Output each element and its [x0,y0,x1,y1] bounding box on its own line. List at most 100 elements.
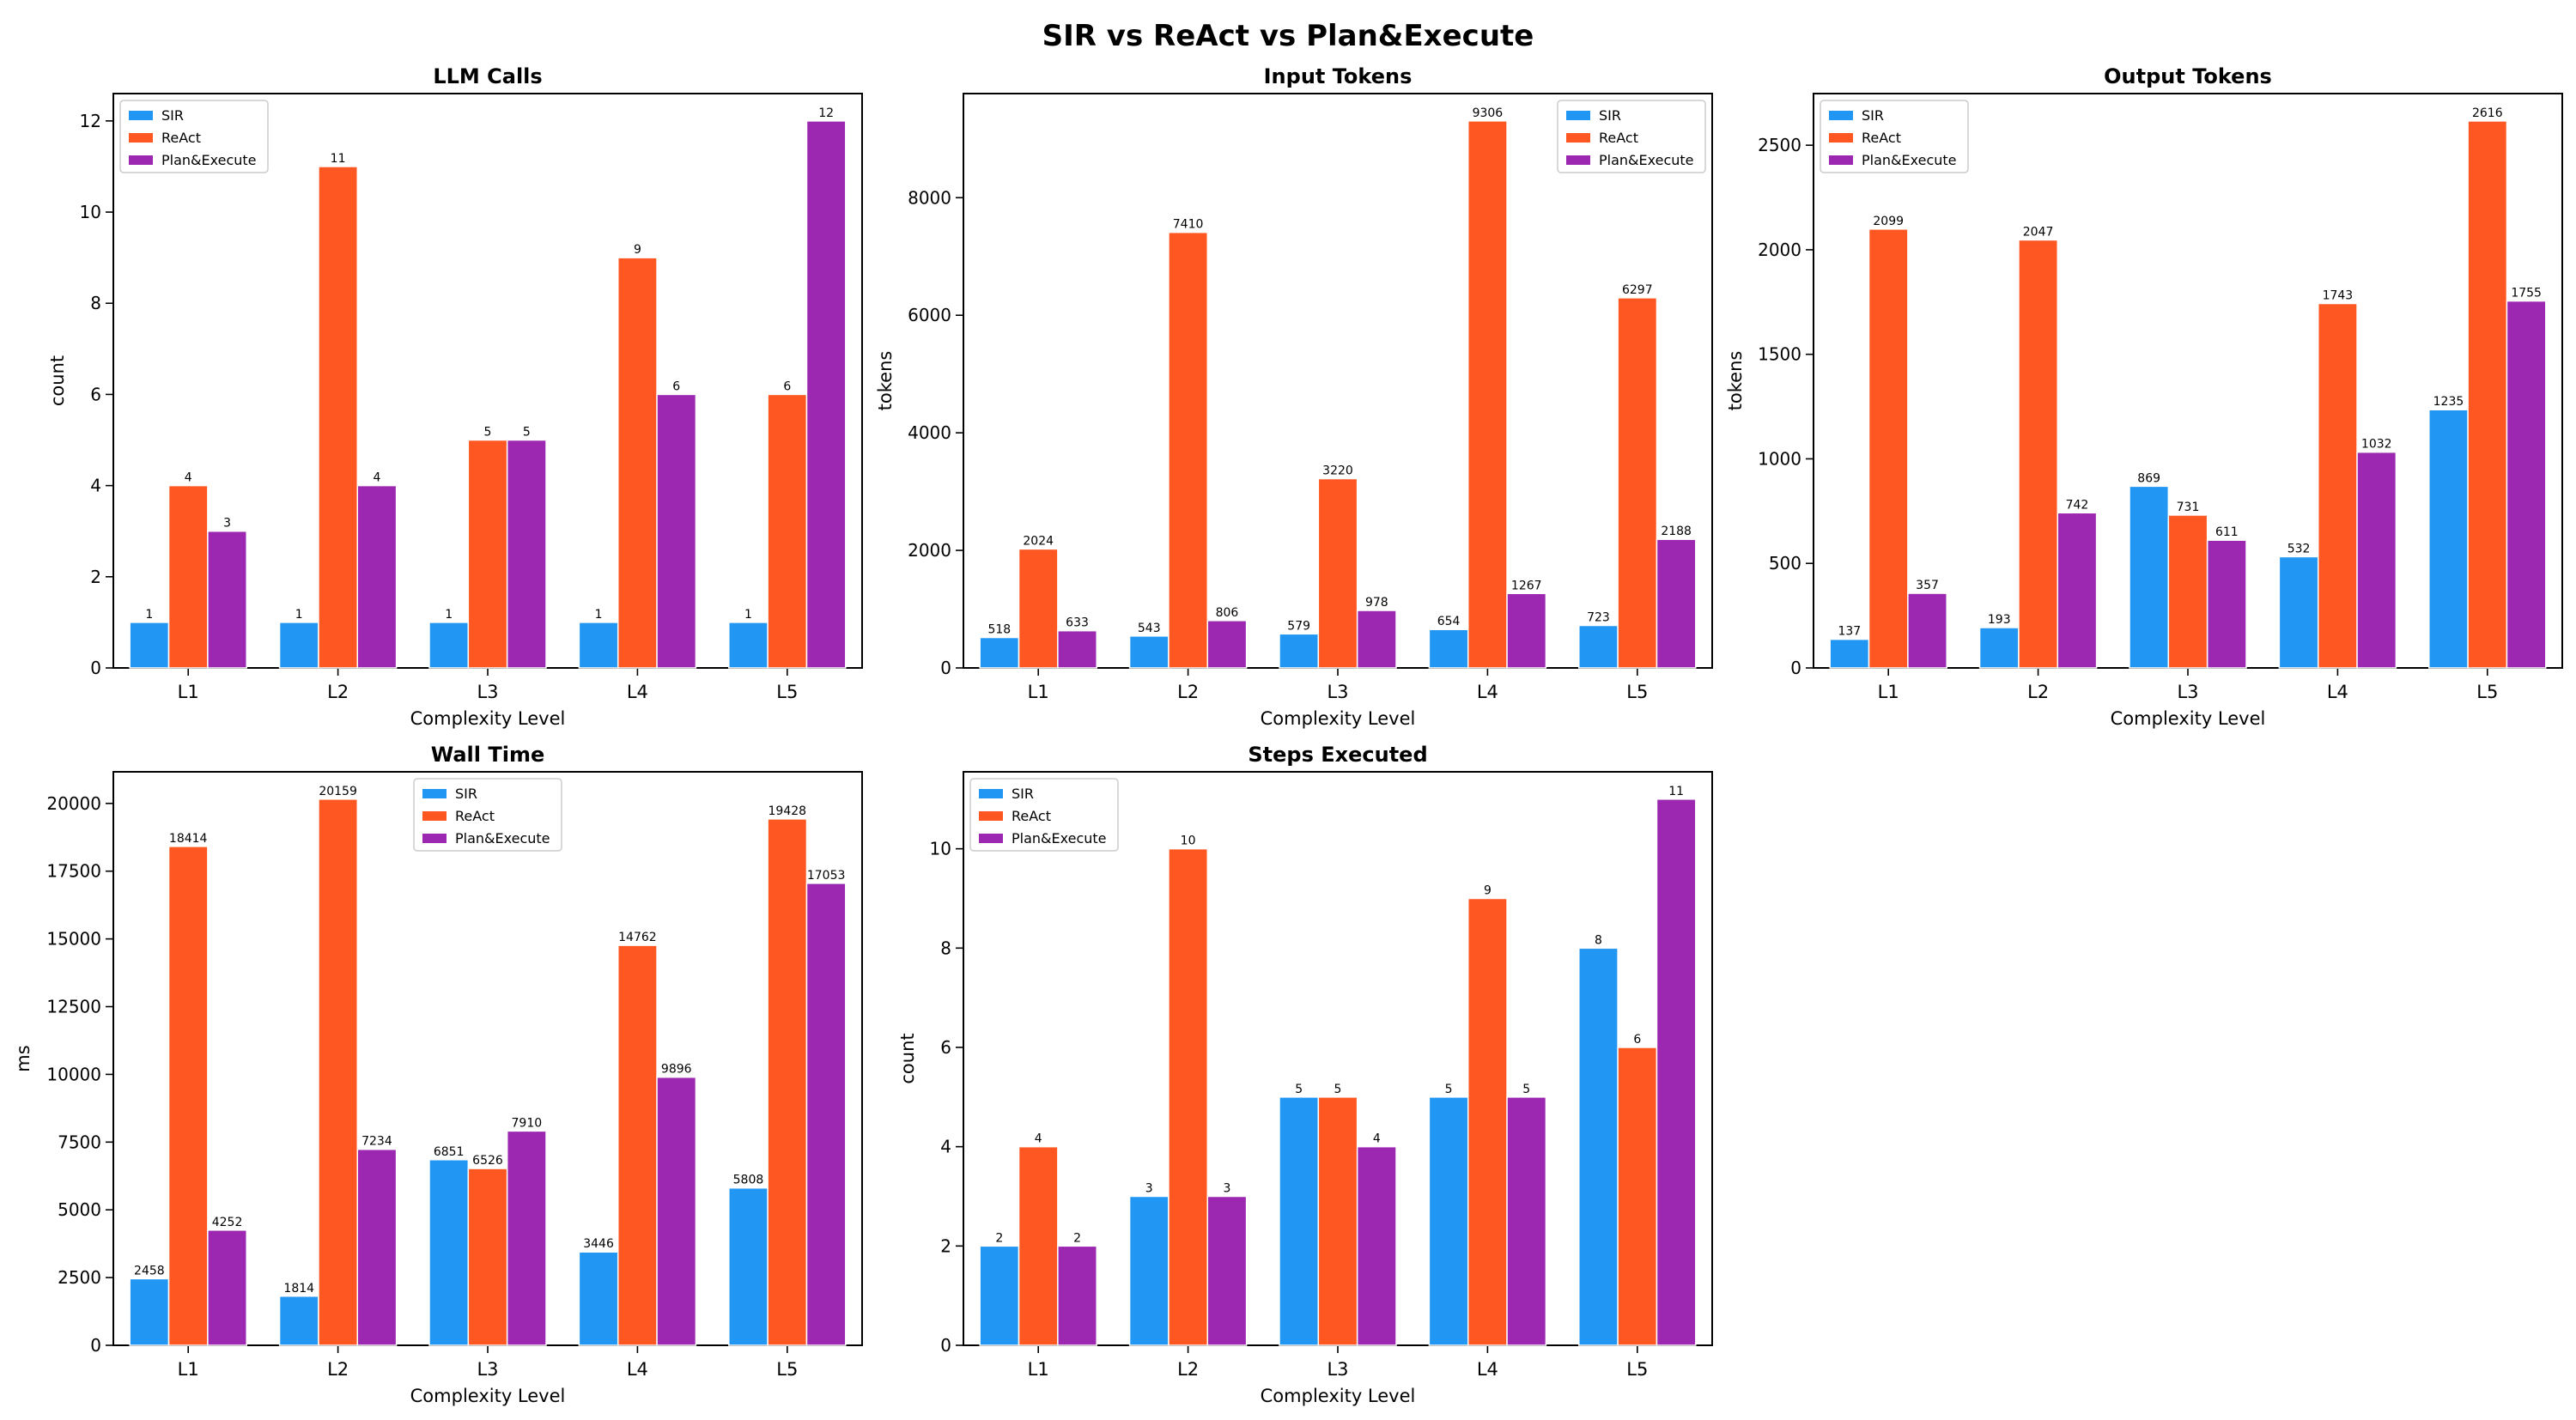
data-label: 357 [1916,579,1939,592]
bar-plan-execute-l4 [1506,592,1547,669]
chart-title: Wall Time [431,743,545,767]
data-label: 4252 [212,1216,243,1229]
bar-plan-execute-l5 [805,883,847,1346]
data-label: 2024 [1023,534,1054,548]
bar-plan-execute-l1 [1057,1245,1097,1346]
x-tick-label: L1 [1028,1359,1049,1380]
data-label: 8 [1595,933,1602,947]
chart-title: Output Tokens [2104,64,2272,88]
y-tick-label: 4 [90,476,101,496]
bar-react-l4 [2317,302,2358,669]
legend-label-sir: SIR [161,107,184,124]
bar-sir-l1 [979,1245,1020,1346]
data-label: 654 [1437,615,1461,628]
bar-react-l2 [1168,847,1209,1346]
y-tick-label: 6 [90,384,101,404]
data-label: 1032 [2361,438,2392,452]
bar-sir-l4 [1428,1096,1469,1346]
bar-plan-execute-l2 [2057,512,2098,669]
data-label: 1 [595,608,603,622]
bar-react-l2 [2018,239,2059,669]
bar-plan-execute-l4 [656,1076,697,1346]
data-label: 6 [1633,1033,1641,1047]
x-tick-label: L3 [1327,682,1348,702]
x-tick-label: L4 [627,1359,648,1380]
data-label: 5 [484,426,492,440]
bar-react-l5 [1617,297,1658,669]
data-label: 11 [331,152,346,166]
data-label: 4 [185,471,192,485]
y-tick-label: 0 [90,658,101,678]
data-label: 5 [1445,1083,1453,1096]
data-label: 579 [1287,619,1310,633]
bar-sir-l5 [1578,624,1619,669]
data-label: 742 [2066,498,2089,512]
bar-plan-execute-l3 [2206,539,2247,669]
y-tick-label: 4000 [908,422,951,443]
bar-plan-execute-l2 [1206,620,1248,669]
y-tick-label: 6 [940,1037,951,1058]
x-tick-label: L5 [1626,682,1648,702]
y-tick-label: 10 [80,202,101,222]
data-label: 5808 [733,1174,764,1187]
bar-plan-execute-l2 [356,1148,398,1346]
data-label: 1 [295,608,303,622]
bar-react-l5 [767,393,808,669]
y-tick-label: 2500 [1758,135,1801,155]
bar-plan-execute-l5 [2506,300,2547,669]
legend-label-plan-execute: Plan&Execute [1862,152,1957,168]
x-tick-label: L5 [2476,682,2498,702]
data-label: 1267 [1511,579,1542,592]
bar-react-l3 [1317,1096,1358,1346]
bar-sir-l2 [1978,627,2020,669]
x-axis-label: Complexity Level [1261,1386,1416,1406]
data-label: 806 [1216,606,1239,620]
x-tick-label: L2 [1177,682,1199,702]
x-axis-label: Complexity Level [410,1386,566,1406]
legend-label-react: ReAct [161,130,201,146]
data-label: 18414 [169,832,208,846]
data-label: 2 [995,1231,1003,1245]
bar-react-l2 [318,166,359,669]
bar-plan-execute-l3 [506,1130,547,1346]
data-label: 9 [1484,883,1492,897]
y-tick-label: 500 [1769,553,1801,573]
chart-title: Input Tokens [1264,64,1413,88]
legend-label-sir: SIR [1599,107,1621,124]
bar-plan-execute-l2 [1206,1195,1248,1346]
legend-label-plan-execute: Plan&Execute [161,152,257,168]
bar-plan-execute-l3 [1356,1145,1397,1346]
bar-sir-l3 [2129,485,2170,669]
y-axis-label: count [897,1033,918,1083]
x-tick-label: L3 [477,1359,498,1380]
data-label: 1814 [283,1282,314,1296]
legend-swatch-plan-execute [1566,155,1590,165]
legend: SIR ReAct Plan&Execute [1820,100,1969,173]
legend: SIR ReAct Plan&Execute [969,778,1119,852]
data-label: 2099 [1873,215,1904,228]
legend-label-react: ReAct [1012,808,1051,824]
bar-plan-execute-l4 [656,393,697,669]
data-label: 543 [1138,622,1161,635]
data-label: 1235 [2433,395,2464,409]
x-axis-label: Complexity Level [2111,708,2266,729]
data-label: 5 [1334,1083,1342,1096]
data-label: 723 [1587,610,1610,624]
y-tick-label: 2000 [1758,240,1801,260]
y-tick-label: 0 [1790,658,1801,678]
legend-label-plan-execute: Plan&Execute [1599,152,1694,168]
bar-plan-execute-l3 [506,439,547,669]
x-tick-label: L1 [1878,682,1899,702]
figure-title: SIR vs ReAct vs Plan&Execute [1042,19,1534,53]
bar-sir-l1 [129,1277,170,1346]
data-label: 137 [1838,625,1861,639]
legend: SIR ReAct Plan&Execute [413,778,562,852]
bar-plan-execute-l1 [1907,592,1947,669]
data-label: 611 [2215,525,2239,539]
y-tick-label: 2000 [908,540,951,561]
legend: SIR ReAct Plan&Execute [119,100,269,173]
